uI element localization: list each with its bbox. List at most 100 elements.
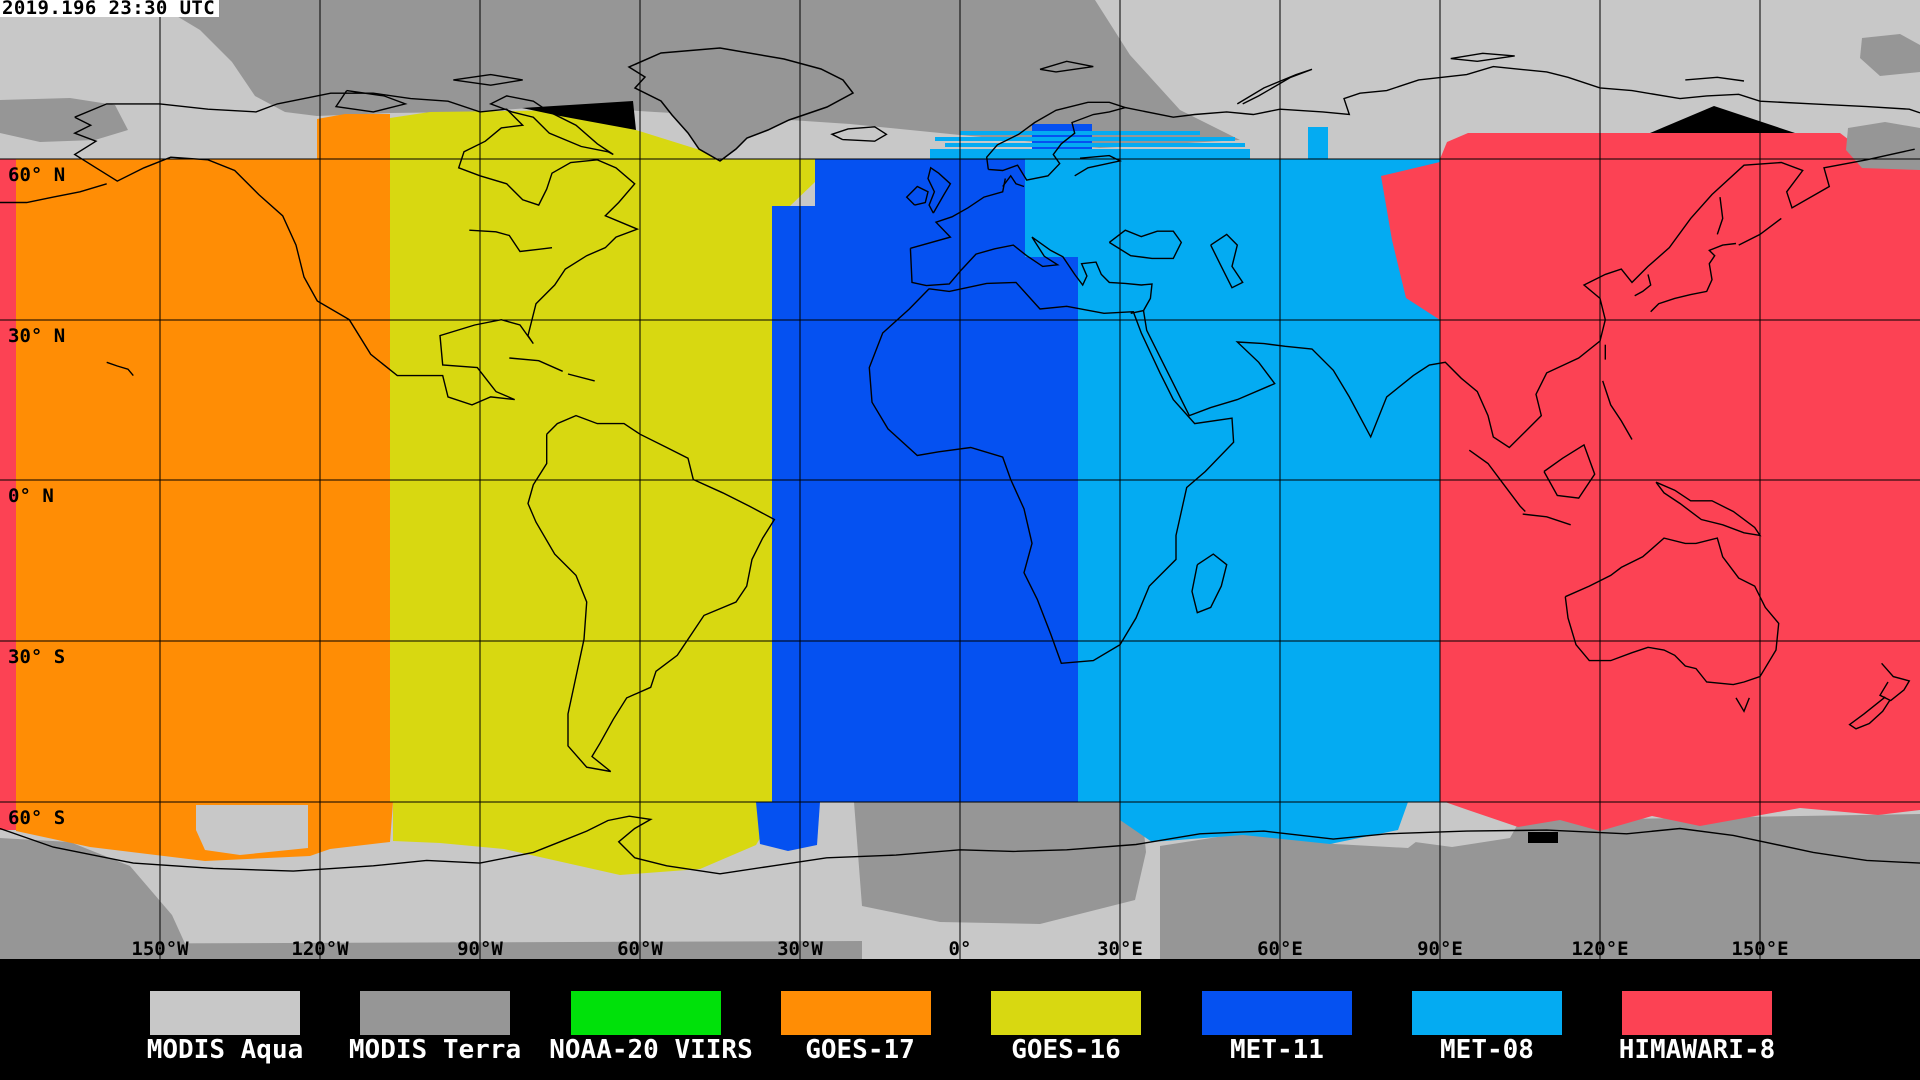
coastline-path (1543, 443, 1596, 499)
legend-label-met08: MET-08 (1440, 1035, 1534, 1065)
terra-top-right-small (1860, 34, 1920, 76)
terra-bottom-right-region (1160, 814, 1920, 959)
coastline-path (1108, 229, 1183, 260)
legend-item-modis-terra: MODIS Terra (349, 991, 521, 1065)
greenland-landmass (627, 47, 855, 162)
map-labels: 60° N 30° N 0° N 30° S 60° S 150°W 120°W… (8, 164, 1789, 960)
missing-data-wedge-canada (522, 101, 636, 130)
coastline-path (1468, 449, 1526, 512)
terra-bottom-center-blob (854, 802, 1146, 924)
world-coverage-map: 60° N 30° N 0° N 30° S 60° S 150°W 120°W… (0, 0, 1920, 960)
aqua-south-notch (196, 805, 308, 855)
met11-band (772, 206, 1078, 802)
legend-swatch-modis-terra (360, 991, 510, 1035)
himawari-west-ragged-edge (1381, 162, 1440, 320)
coastline-path (0, 183, 107, 204)
legend-swatch-himawari8 (1622, 991, 1772, 1035)
coastline-path (1236, 68, 1313, 105)
legend-item-met11: MET-11 (1202, 991, 1352, 1065)
missing-data-patches (522, 101, 1795, 843)
coastline-path (1125, 65, 1920, 118)
legend-label-modis-terra: MODIS Terra (349, 1035, 521, 1065)
legend-item-goes16: GOES-16 (991, 991, 1141, 1065)
met11-south-extension (756, 802, 820, 851)
coastline-path (1602, 380, 1633, 440)
coastline-path (905, 185, 929, 206)
coastline-path (1650, 242, 1737, 313)
missing-data-patch-antarctica (1528, 832, 1558, 843)
coastline-path (1716, 197, 1724, 235)
met08-south-extension (1120, 802, 1408, 844)
coastline-path (453, 73, 523, 86)
coastline-path (1634, 274, 1652, 297)
legend-swatch-modis-aqua (150, 991, 300, 1035)
himawari-south-extension (1445, 802, 1920, 831)
coastline-path (1685, 76, 1745, 82)
coastline-path (830, 126, 888, 142)
coastline-path (1191, 553, 1228, 614)
coastline-path (72, 92, 640, 406)
lon-label-90e: 90°E (1417, 938, 1463, 959)
lon-label-150w: 150°W (131, 938, 189, 959)
himawari-west-sliver (0, 159, 16, 830)
coastline-path (106, 361, 134, 377)
lon-label-0: 0° (949, 938, 972, 959)
coastlines (0, 52, 1920, 875)
legend-swatch-met08 (1412, 991, 1562, 1035)
terra-top-right-blob (1846, 122, 1920, 170)
legend-item-met08: MET-08 (1412, 991, 1562, 1065)
lon-label-60e: 60°E (1257, 938, 1303, 959)
terra-bottom-strip (0, 941, 862, 959)
legend-item-goes17: GOES-17 (781, 991, 931, 1065)
legend-label-modis-aqua: MODIS Aqua (147, 1035, 304, 1065)
coastline-path (909, 236, 1153, 314)
lat-label-30n: 30° N (8, 325, 65, 347)
coastline-path (1735, 697, 1750, 713)
legend-swatch-noaa20-viirs (571, 991, 721, 1035)
met08-upper-west-patch (1025, 159, 1078, 257)
lon-label-90w: 90°W (457, 938, 503, 959)
lon-label-120w: 120°W (291, 938, 349, 959)
legend-item-modis-aqua: MODIS Aqua (147, 991, 304, 1065)
legend-item-noaa20-viirs: NOAA-20 VIIRS (549, 991, 753, 1065)
legend-label-goes17: GOES-17 (805, 1035, 915, 1065)
coastline-path (1142, 148, 1915, 449)
legend-swatch-goes17 (781, 991, 931, 1035)
terra-bottom-left-dome (0, 838, 192, 959)
legend-label-himawari8: HIMAWARI-8 (1619, 1035, 1776, 1065)
coastline-path (1879, 662, 1911, 702)
coastline-path (1522, 513, 1571, 526)
coastline-path (1002, 174, 1025, 188)
lat-label-0n: 0° N (8, 485, 54, 507)
lat-label-60n: 60° N (8, 164, 65, 186)
goes17-north-bulge (317, 114, 390, 159)
missing-data-wedge-siberia (1650, 106, 1795, 133)
coastline-path (1564, 537, 1780, 686)
legend-swatch-met11 (1202, 991, 1352, 1035)
legend-canvas: MODIS Aqua MODIS Terra NOAA-20 VIIRS GOE… (147, 991, 1776, 1065)
goes16-upper-right-notch (772, 159, 815, 206)
coastline-path (985, 101, 1128, 181)
lon-label-60w: 60°W (617, 938, 663, 959)
lon-label-120e: 120°E (1571, 938, 1628, 959)
legend-label-goes16: GOES-16 (1011, 1035, 1121, 1065)
coastline-path (868, 281, 1235, 665)
coastline-path (567, 373, 595, 382)
coastline-path (469, 229, 553, 253)
coastline-path (1210, 233, 1244, 289)
coastline-path (0, 815, 1920, 875)
legend-label-met11: MET-11 (1230, 1035, 1324, 1065)
legend-bar: MODIS Aqua MODIS Terra NOAA-20 VIIRS GOE… (0, 959, 1920, 1080)
graticule-grid (0, 0, 1920, 959)
map-canvas: 60° N 30° N 0° N 30° S 60° S 150°W 120°W… (0, 0, 1920, 960)
coastline-path (509, 357, 563, 372)
coastline-path (1848, 696, 1891, 730)
coastline-path (334, 89, 408, 113)
legend-item-himawari8: HIMAWARI-8 (1619, 991, 1776, 1065)
lon-label-30w: 30°W (777, 938, 823, 959)
lat-label-60s: 60° S (8, 807, 65, 829)
coastline-path (527, 414, 776, 773)
legend-swatch-goes16 (991, 991, 1141, 1035)
coastline-path (927, 166, 952, 214)
